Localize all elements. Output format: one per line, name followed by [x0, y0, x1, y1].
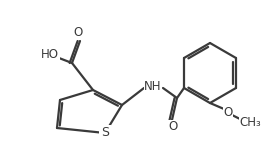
Text: NH: NH	[144, 80, 162, 93]
Text: CH₃: CH₃	[239, 117, 261, 129]
Text: O: O	[223, 106, 233, 120]
Text: O: O	[73, 27, 83, 40]
Text: S: S	[101, 126, 109, 140]
Text: HO: HO	[41, 47, 59, 60]
Text: O: O	[168, 120, 178, 133]
